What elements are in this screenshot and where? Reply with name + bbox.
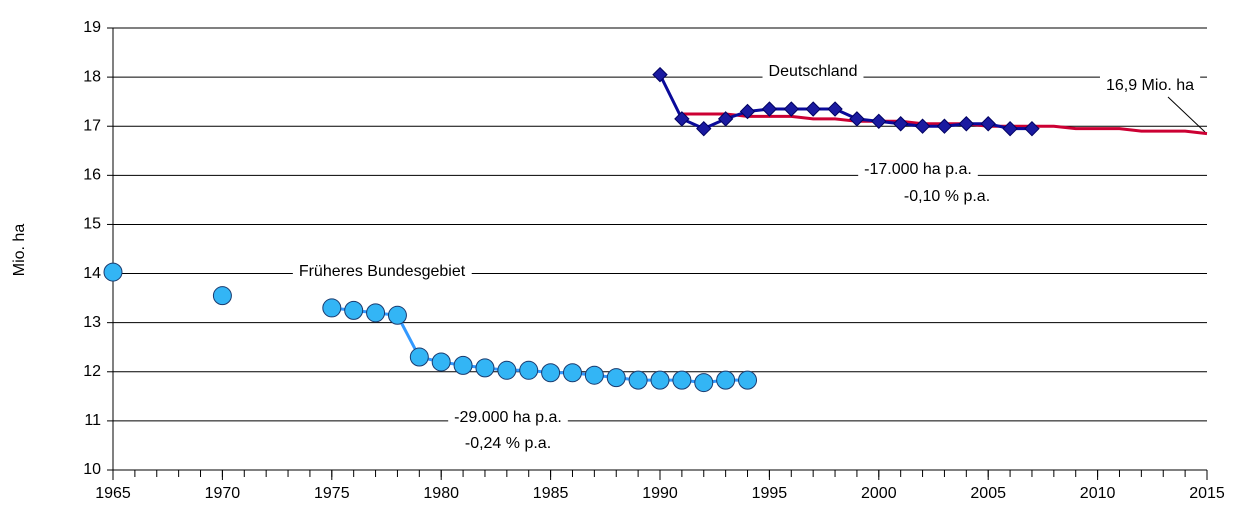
annotation-bg — [458, 433, 558, 455]
marker — [628, 370, 648, 390]
marker — [650, 370, 670, 390]
annotation-bg — [897, 186, 997, 208]
y-tick-label: 12 — [83, 363, 101, 380]
marker — [103, 262, 123, 282]
annotation: Deutschland — [769, 63, 858, 80]
marker — [783, 101, 799, 117]
marker — [366, 303, 386, 323]
annotation-bg — [292, 261, 472, 283]
marker — [409, 347, 429, 367]
y-axis-label: Mio. ha — [11, 224, 28, 277]
marker — [541, 363, 561, 383]
marker — [871, 113, 887, 130]
marker — [652, 66, 668, 83]
annotation: -17.000 ha p.a. — [864, 161, 972, 178]
y-tick-label: 19 — [83, 19, 101, 36]
marker — [738, 370, 758, 390]
marker — [980, 116, 996, 132]
annotation: -0,10 % p.a. — [904, 188, 990, 205]
x-tick-label: 1975 — [314, 485, 350, 502]
x-tick-label: 2015 — [1189, 485, 1225, 502]
y-tick-label: 15 — [83, 216, 101, 233]
marker — [431, 352, 451, 372]
y-tick-label: 16 — [83, 167, 101, 184]
x-tick-label: 1980 — [423, 485, 459, 502]
marker — [672, 370, 692, 390]
marker — [606, 368, 626, 388]
marker — [519, 360, 539, 380]
marker — [475, 358, 495, 378]
annotation-bg — [858, 159, 978, 181]
annotation: Früheres Bundesgebiet — [299, 263, 466, 280]
x-tick-label: 1985 — [533, 485, 569, 502]
annotation-bg — [762, 61, 864, 83]
x-tick-label: 2000 — [861, 485, 897, 502]
marker — [694, 373, 714, 393]
annotation-leader — [1167, 96, 1206, 133]
marker — [696, 120, 712, 137]
x-tick-label: 1995 — [752, 485, 788, 502]
marker — [322, 298, 342, 318]
x-tick-label: 2010 — [1080, 485, 1116, 502]
marker — [716, 370, 736, 390]
marker — [805, 101, 821, 117]
marker — [387, 305, 407, 325]
marker — [827, 101, 843, 117]
annotation: -29.000 ha p.a. — [454, 409, 562, 426]
marker — [739, 103, 756, 120]
marker — [1002, 120, 1018, 137]
marker — [914, 118, 931, 134]
marker — [584, 365, 604, 385]
marker — [849, 111, 865, 127]
y-tick-label: 11 — [84, 412, 101, 429]
x-tick-label: 2005 — [970, 485, 1006, 502]
x-tick-label: 1970 — [205, 485, 241, 502]
marker — [717, 111, 734, 127]
y-tick-label: 13 — [83, 314, 101, 331]
marker — [1024, 120, 1040, 137]
marker — [562, 363, 582, 383]
y-tick-label: 18 — [83, 68, 101, 85]
annotation: -0,24 % p.a. — [465, 435, 551, 452]
y-tick-label: 17 — [83, 117, 101, 134]
marker — [761, 101, 778, 117]
y-tick-label: 14 — [83, 265, 101, 282]
marker — [936, 118, 953, 134]
annotation-bg — [1099, 75, 1201, 97]
annotation-bg — [448, 407, 568, 429]
annotation: 16,9 Mio. ha — [1106, 77, 1194, 94]
marker — [892, 116, 909, 132]
marker — [674, 111, 690, 127]
x-tick-label: 1990 — [642, 485, 678, 502]
marker — [958, 116, 975, 132]
y-tick-label: 10 — [83, 461, 101, 478]
marker — [212, 286, 232, 306]
marker — [344, 300, 364, 320]
marker — [453, 355, 473, 375]
marker — [497, 360, 517, 380]
x-tick-label: 1965 — [95, 485, 131, 502]
